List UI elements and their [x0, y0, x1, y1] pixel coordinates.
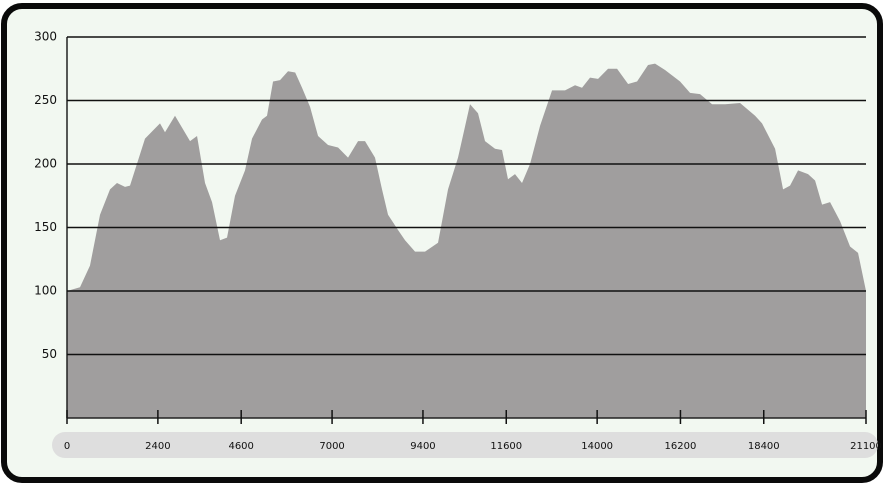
- y-tick-label: 250: [34, 93, 57, 107]
- x-tick-label: 7000: [319, 441, 344, 452]
- x-tick-label: 18400: [748, 441, 780, 452]
- x-tick-label: 11600: [490, 441, 522, 452]
- x-axis-band: [52, 432, 878, 458]
- y-tick-label: 200: [34, 157, 57, 171]
- elevation-area: [67, 63, 866, 419]
- x-tick-label: 0: [64, 441, 70, 452]
- x-tick-label: 14000: [581, 441, 613, 452]
- x-tick-label: 21100: [850, 441, 882, 452]
- y-tick-label: 50: [42, 347, 57, 361]
- y-tick-label: 100: [34, 284, 57, 298]
- y-tick-label: 300: [34, 30, 57, 44]
- y-tick-label: 150: [34, 220, 57, 234]
- x-tick-label: 4600: [228, 441, 253, 452]
- plot-area: 50 100 150 200 250 300 0 2400 4600 7000 9400 11600 1…: [34, 30, 882, 453]
- x-tick-label: 16200: [665, 441, 697, 452]
- x-tick-label: 2400: [145, 441, 170, 452]
- x-tick-label: 9400: [410, 441, 435, 452]
